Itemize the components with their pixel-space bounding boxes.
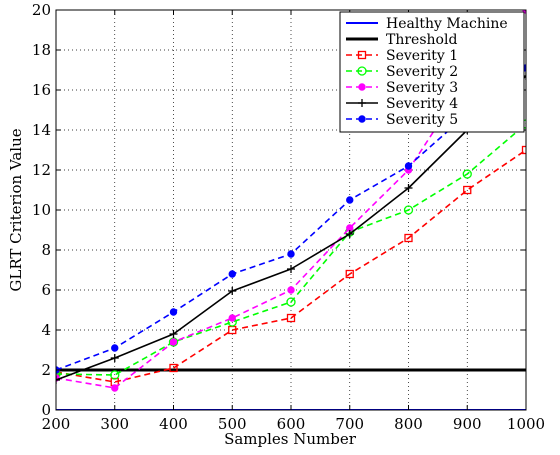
x-axis-label: Samples Number bbox=[224, 430, 357, 448]
data-point bbox=[358, 99, 366, 107]
data-point bbox=[404, 184, 413, 192]
legend-label: Severity 2 bbox=[386, 64, 458, 80]
x-tick-label: 700 bbox=[335, 415, 364, 433]
x-tick-label: 300 bbox=[100, 415, 129, 433]
x-tick-label: 1000 bbox=[507, 415, 545, 433]
data-point bbox=[111, 344, 119, 352]
legend-entry: Severity 3 bbox=[346, 80, 458, 96]
y-tick-label: 20 bbox=[32, 1, 51, 19]
data-point bbox=[345, 230, 354, 238]
data-point bbox=[521, 145, 526, 155]
series-line bbox=[56, 123, 526, 376]
data-point bbox=[228, 287, 237, 295]
y-tick-label: 18 bbox=[32, 41, 51, 59]
legend-entry: Severity 4 bbox=[346, 96, 458, 112]
data-point bbox=[357, 50, 367, 60]
y-axis-label: GLRT Criterion Value bbox=[7, 128, 25, 291]
legend-entry: Severity 1 bbox=[346, 48, 458, 64]
legend-label: Healthy Machine bbox=[386, 16, 508, 32]
data-point bbox=[463, 185, 472, 195]
data-point bbox=[287, 250, 295, 258]
data-point bbox=[403, 205, 414, 215]
series-line bbox=[56, 149, 526, 383]
x-tick-label: 600 bbox=[277, 415, 306, 433]
data-point bbox=[228, 270, 236, 278]
legend-label: Severity 3 bbox=[386, 80, 458, 96]
y-tick-label: 10 bbox=[32, 201, 51, 219]
data-point bbox=[462, 169, 472, 179]
legend-label: Severity 1 bbox=[386, 48, 458, 64]
data-point bbox=[169, 363, 178, 373]
data-point bbox=[404, 233, 413, 243]
data-point bbox=[56, 369, 61, 379]
data-point bbox=[357, 66, 367, 76]
y-tick-label: 8 bbox=[41, 241, 51, 259]
data-point bbox=[345, 269, 354, 279]
y-tick-label: 2 bbox=[41, 361, 51, 379]
y-tick-label: 4 bbox=[41, 321, 51, 339]
data-point bbox=[110, 370, 120, 380]
legend-label: Severity 4 bbox=[386, 96, 458, 112]
data-point bbox=[169, 338, 178, 346]
legend-entry: Severity 5 bbox=[346, 112, 458, 128]
y-tick-label: 0 bbox=[41, 401, 51, 419]
data-point bbox=[286, 297, 296, 307]
x-tick-label: 500 bbox=[218, 415, 247, 433]
x-tick-label: 800 bbox=[394, 415, 423, 433]
y-tick-label: 16 bbox=[32, 81, 51, 99]
legend-entry: Threshold bbox=[346, 32, 457, 48]
x-tick-label: 400 bbox=[159, 415, 188, 433]
data-point bbox=[56, 376, 60, 384]
legend-label: Threshold bbox=[386, 32, 457, 48]
legend-entry: Severity 2 bbox=[346, 64, 458, 80]
data-point bbox=[287, 286, 295, 294]
data-point bbox=[169, 308, 178, 316]
data-point bbox=[404, 162, 413, 170]
y-tick-label: 14 bbox=[32, 121, 51, 139]
data-point bbox=[358, 83, 366, 91]
data-point bbox=[346, 196, 354, 204]
data-point bbox=[286, 313, 296, 323]
x-tick-label: 900 bbox=[453, 415, 482, 433]
data-point bbox=[228, 314, 236, 322]
data-point bbox=[111, 384, 119, 392]
data-point bbox=[110, 354, 119, 362]
y-tick-label: 12 bbox=[32, 161, 51, 179]
legend-label: Severity 5 bbox=[386, 112, 458, 128]
data-point bbox=[287, 265, 295, 273]
y-tick-label: 6 bbox=[41, 281, 51, 299]
data-point bbox=[358, 115, 366, 123]
x-tick-label: 200 bbox=[42, 415, 71, 433]
legend-box bbox=[339, 11, 525, 133]
data-point bbox=[169, 330, 178, 338]
axes: 200 300 400 500 600 700 800 900 1000 0 2 4 6 8 10 12 14 1… bbox=[32, 1, 545, 433]
legend-entry: Healthy Machine bbox=[346, 16, 508, 32]
